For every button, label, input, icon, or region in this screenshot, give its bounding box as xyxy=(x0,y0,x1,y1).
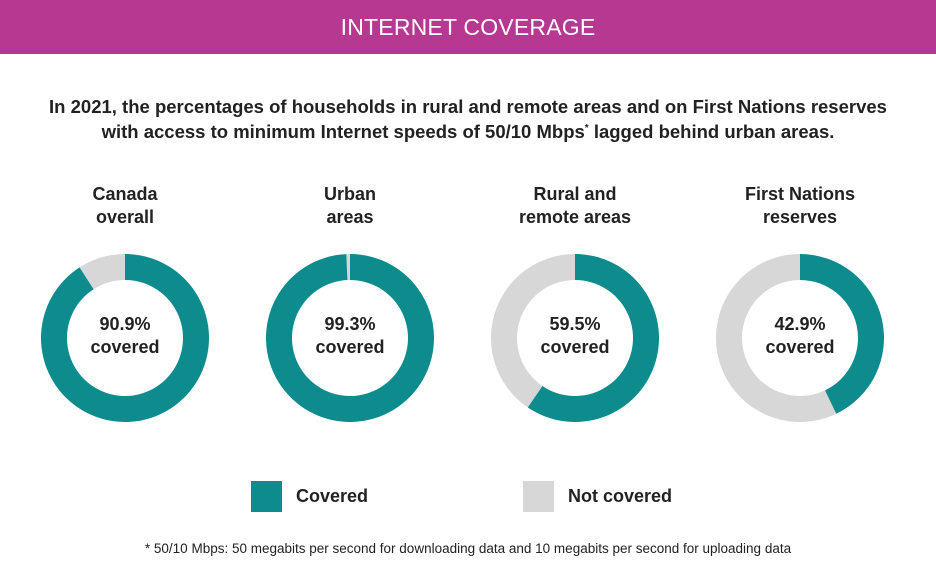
chart-title-line-2: reserves xyxy=(762,207,838,227)
intro-line-2-end: lagged behind urban areas. xyxy=(588,121,835,142)
chart-title: Rural and remote areas xyxy=(465,183,685,229)
value-caption: covered xyxy=(765,337,835,357)
chart-title-line-2: remote areas xyxy=(518,207,632,227)
chart-title-line-2: areas xyxy=(326,207,374,227)
chart-title: Urban areas xyxy=(240,183,460,229)
chart-title-line-1: First Nations xyxy=(744,184,855,204)
donut-chart xyxy=(716,254,884,422)
legend-label-covered: Covered xyxy=(296,485,369,506)
footnote-marker: * xyxy=(584,122,589,134)
slice-not-covered xyxy=(716,254,837,422)
legend-label-not-covered: Not covered xyxy=(568,485,673,506)
slice-not-covered xyxy=(79,254,125,290)
chart-title-line-1: Rural and xyxy=(533,184,617,204)
chart-title-line-1: Canada xyxy=(92,184,158,204)
chart-title: First Nations reserves xyxy=(690,183,910,229)
slice-not-covered xyxy=(491,254,575,408)
legend-item-covered: Covered xyxy=(251,480,369,512)
slice-covered xyxy=(527,254,659,422)
page-title: INTERNET COVERAGE xyxy=(340,13,596,40)
chart-title-line-1: Urban xyxy=(323,184,376,204)
donut-chart xyxy=(491,254,659,422)
value-caption: covered xyxy=(315,337,385,357)
legend-swatch-not-covered xyxy=(523,480,554,512)
legend-item-not-covered: Not covered xyxy=(523,480,673,512)
value-caption: covered xyxy=(90,337,160,357)
center-label: 90.9% covered xyxy=(55,313,195,359)
slice-covered xyxy=(266,254,434,422)
center-label: 42.9% covered xyxy=(730,313,870,359)
footnote: * 50/10 Mbps: 50 megabits per second for… xyxy=(144,541,792,556)
intro-line-1: In 2021, the percentages of households i… xyxy=(49,96,887,117)
slice-not-covered xyxy=(346,254,350,281)
value-label: 99.3% xyxy=(324,314,376,334)
slice-covered xyxy=(40,254,209,422)
value-label: 42.9% xyxy=(774,314,826,334)
center-label: 99.3% covered xyxy=(280,313,420,359)
chart-title: Canada overall xyxy=(15,183,235,229)
donut-chart xyxy=(40,254,209,422)
value-caption: covered xyxy=(540,337,610,357)
donut-chart xyxy=(266,254,434,422)
slice-covered xyxy=(800,254,884,414)
intro-line-2-main: with access to minimum Internet speeds o… xyxy=(101,121,585,142)
intro-line-2: with access to minimum Internet speeds o… xyxy=(0,119,936,144)
center-label: 59.5% covered xyxy=(505,313,645,359)
header-bar: INTERNET COVERAGE xyxy=(0,0,936,54)
intro-text: In 2021, the percentages of households i… xyxy=(0,94,936,144)
value-label: 90.9% xyxy=(99,314,151,334)
chart-title-line-2: overall xyxy=(95,207,155,227)
legend-swatch-covered xyxy=(251,480,282,512)
value-label: 59.5% xyxy=(549,314,601,334)
